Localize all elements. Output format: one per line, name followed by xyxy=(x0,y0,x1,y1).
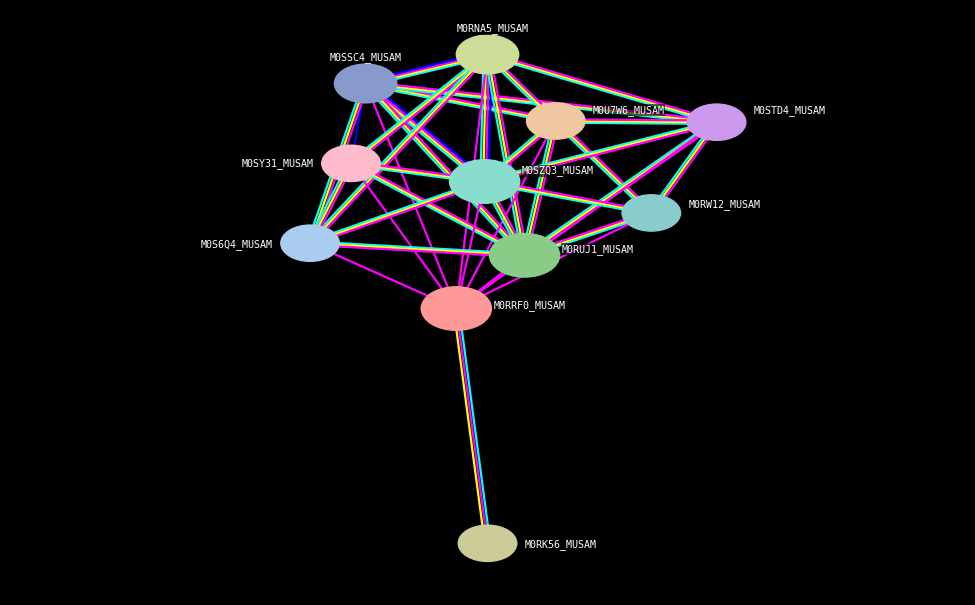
Circle shape xyxy=(622,195,681,231)
Circle shape xyxy=(489,234,560,277)
Circle shape xyxy=(334,64,397,103)
Text: M0RK56_MUSAM: M0RK56_MUSAM xyxy=(525,539,597,550)
Circle shape xyxy=(458,525,517,561)
Text: M0SZQ3_MUSAM: M0SZQ3_MUSAM xyxy=(522,165,594,176)
Text: M0U7W6_MUSAM: M0U7W6_MUSAM xyxy=(593,105,665,116)
Circle shape xyxy=(449,160,520,203)
Circle shape xyxy=(322,145,380,182)
Text: M0RNA5_MUSAM: M0RNA5_MUSAM xyxy=(456,24,528,34)
Text: M0RW12_MUSAM: M0RW12_MUSAM xyxy=(688,199,760,210)
Text: M0STD4_MUSAM: M0STD4_MUSAM xyxy=(754,105,826,116)
Text: M0RRF0_MUSAM: M0RRF0_MUSAM xyxy=(493,300,566,311)
Circle shape xyxy=(281,225,339,261)
Text: M0SY31_MUSAM: M0SY31_MUSAM xyxy=(242,158,314,169)
Circle shape xyxy=(526,103,585,139)
Text: M0RUJ1_MUSAM: M0RUJ1_MUSAM xyxy=(562,244,634,255)
Circle shape xyxy=(421,287,491,330)
Circle shape xyxy=(456,35,519,74)
Circle shape xyxy=(687,104,746,140)
Text: M0SSC4_MUSAM: M0SSC4_MUSAM xyxy=(330,52,402,63)
Text: M0S6Q4_MUSAM: M0S6Q4_MUSAM xyxy=(201,239,273,250)
